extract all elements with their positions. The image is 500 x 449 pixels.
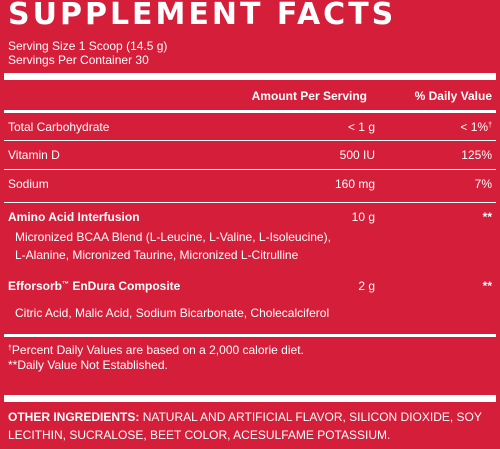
nutrient-label: Sodium <box>8 177 49 191</box>
blend-ingredients-line: Citric Acid, Malic Acid, Sodium Bicarbon… <box>15 306 330 320</box>
blend-ingredients-line: Micronized BCAA Blend (L-Leucine, L-Vali… <box>15 230 331 244</box>
footnote-percent-daily: †Percent Daily Values are based on a 2,0… <box>8 341 304 358</box>
blend-daily-value: ** <box>482 210 492 224</box>
blend-label: Efforsorb™ EnDura Composite <box>8 279 180 293</box>
nutrient-amount: 500 IU <box>339 148 375 162</box>
blend-label-prefix: Efforsorb <box>8 279 62 293</box>
blend-daily-value: ** <box>482 279 492 293</box>
panel-title: SUPPLEMENT FACTS <box>8 0 397 32</box>
other-ingredients: OTHER INGREDIENTS: NATURAL AND ARTIFICIA… <box>8 408 498 444</box>
footnote-text: Percent Daily Values are based on a 2,00… <box>11 343 304 357</box>
row-divider <box>4 169 496 170</box>
other-ingredients-text: NATURAL AND ARTIFICIAL FLAVOR, SILICON D… <box>8 410 482 442</box>
divider-header <box>4 110 496 113</box>
nutrient-row-carbohydrate: Total Carbohydrate < 1 g < 1%† <box>8 116 492 136</box>
footnote-not-established: **Daily Value Not Established. <box>8 358 168 372</box>
nutrient-row-vitamin-d: Vitamin D 500 IU 125% <box>8 144 492 164</box>
nutrient-label: Vitamin D <box>8 148 60 162</box>
thick-divider-top <box>4 73 496 80</box>
blend-row-amino-acid: Amino Acid Interfusion 10 g ** <box>8 206 492 226</box>
nutrient-label: Total Carbohydrate <box>8 120 110 134</box>
column-header-row: Amount Per Serving % Daily Value <box>8 85 492 105</box>
row-divider <box>4 140 496 141</box>
dagger-mark: † <box>8 345 12 352</box>
nutrient-amount: 160 mg <box>334 177 375 191</box>
nutrient-daily-value: 125% <box>461 148 492 162</box>
daily-value-header: % Daily Value <box>414 89 492 103</box>
nutrient-daily-value: 7% <box>474 177 492 191</box>
blend-amount: 2 g <box>358 279 375 293</box>
blend-amount: 10 g <box>351 210 375 224</box>
serving-size: Serving Size 1 Scoop (14.5 g) <box>8 39 168 53</box>
daily-value-text: < 1% <box>460 120 489 134</box>
blend-label-suffix: EnDura Composite <box>69 279 181 293</box>
blend-ingredients-line: L-Alanine, Micronized Taurine, Micronize… <box>15 248 299 262</box>
trademark-mark: ™ <box>62 281 69 288</box>
blend-label: Amino Acid Interfusion <box>8 210 140 224</box>
other-ingredients-label: OTHER INGREDIENTS: <box>8 410 140 424</box>
nutrient-daily-value: < 1%† <box>460 120 492 134</box>
row-divider <box>4 202 496 203</box>
divider-footnotes <box>4 334 496 337</box>
nutrient-row-sodium: Sodium 160 mg 7% <box>8 173 492 193</box>
amount-per-serving-header: Amount Per Serving <box>251 89 367 103</box>
blend-row-enduracomposite: Efforsorb™ EnDura Composite 2 g ** <box>8 275 492 295</box>
servings-per-container: Servings Per Container 30 <box>8 53 149 67</box>
dagger-mark: † <box>488 122 492 129</box>
thick-divider-bottom <box>4 395 496 402</box>
nutrient-amount: < 1 g <box>347 120 375 134</box>
